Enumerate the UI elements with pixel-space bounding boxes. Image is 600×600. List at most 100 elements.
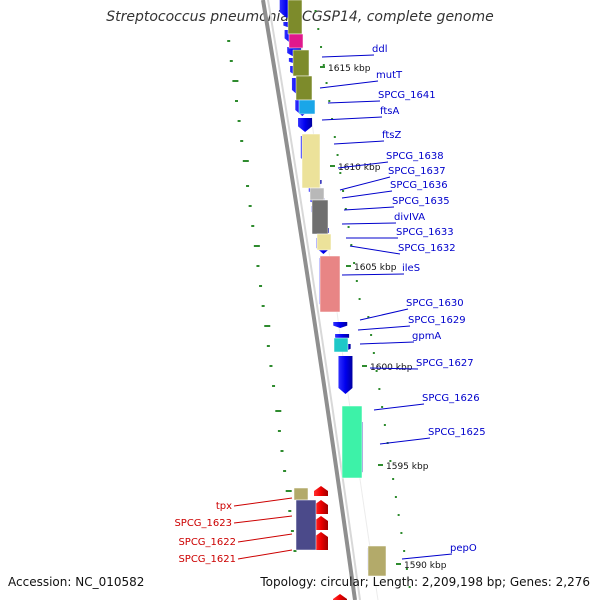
forward-gene-label: pepO — [450, 543, 477, 554]
cog-block — [333, 337, 349, 353]
backbone-tick — [389, 460, 392, 462]
reverse-gene-arrow — [314, 500, 328, 514]
forward-gene-arrow — [298, 118, 313, 132]
reverse-gene-arrow — [314, 486, 328, 496]
gc-dot — [269, 365, 273, 367]
gene-leader-line — [337, 161, 389, 169]
gc-dot — [229, 60, 233, 62]
forward-gene-label: SPCG_1625 — [428, 427, 486, 438]
gc-dot — [293, 550, 297, 552]
gene-leader-line — [359, 341, 415, 345]
cog-block — [311, 199, 329, 235]
cog-block — [316, 233, 332, 251]
reverse-gene-track — [314, 486, 347, 600]
gc-dot — [285, 490, 292, 492]
gene-leader-line — [321, 54, 375, 58]
backbone-tick — [367, 316, 370, 318]
cog-block — [301, 133, 321, 189]
forward-gene-label: SPCG_1629 — [408, 315, 466, 326]
backbone-tick — [383, 424, 386, 426]
reverse-gene-arrow — [333, 594, 347, 600]
forward-gene-label: mutT — [376, 70, 403, 81]
gc-dot — [280, 450, 284, 452]
scale-tick — [378, 464, 383, 466]
cog-block — [367, 545, 387, 577]
gene-leader-line — [341, 222, 397, 225]
gc-dot — [246, 185, 250, 187]
backbone-tick — [333, 136, 336, 138]
gc-dot — [256, 265, 260, 267]
backbone-tick — [336, 154, 339, 156]
cog-block — [292, 49, 310, 77]
backbone-tick — [375, 370, 378, 372]
gene-leader-line — [339, 176, 391, 191]
cog-block — [288, 33, 304, 49]
reverse-gene-label: tpx — [216, 501, 232, 512]
backbone-tick — [355, 280, 358, 282]
cog-block — [295, 75, 313, 101]
gc-dot — [242, 160, 249, 162]
scale-label: 1610 kbp — [338, 163, 381, 173]
cog-block — [298, 99, 316, 115]
backbone-tick — [400, 532, 403, 534]
gc-dot — [237, 120, 241, 122]
cog-category-track — [287, 0, 387, 577]
gc-dot — [288, 510, 292, 512]
gene-leader-line — [401, 553, 453, 560]
backbone-tick — [344, 208, 347, 210]
forward-gene-label: SPCG_1633 — [396, 227, 454, 238]
reverse-gene-label: SPCG_1621 — [178, 554, 236, 565]
gene-leader-line — [341, 273, 405, 276]
gc-dot — [272, 385, 276, 387]
cog-block — [295, 499, 317, 551]
gc-dot — [227, 40, 231, 42]
gc-dot — [259, 285, 263, 287]
gene-leader-line — [373, 403, 425, 411]
gene-leader-line — [233, 515, 293, 524]
gene-leader-line — [237, 533, 293, 543]
gc-dot — [248, 205, 252, 207]
topology-label: Topology: circular; Length: 2,209,198 bp… — [260, 575, 590, 589]
scale-tick — [330, 165, 335, 167]
forward-gene-label: SPCG_1635 — [392, 196, 450, 207]
backbone-tick — [358, 298, 361, 300]
gc-dot — [283, 470, 287, 472]
gene-leader-line — [357, 325, 411, 331]
scale-tick — [320, 66, 325, 68]
reverse-gene-label: SPCG_1623 — [174, 518, 232, 529]
backbone-tick — [381, 406, 384, 408]
gene-leader-line — [369, 367, 419, 370]
gene-leader-line — [333, 140, 385, 145]
gc-dot — [232, 80, 239, 82]
backbone-tick — [405, 568, 408, 570]
gc-dots-track — [227, 40, 297, 552]
backbone-tick — [314, 10, 317, 12]
gc-dot — [266, 345, 270, 347]
backbone-tick — [372, 352, 375, 354]
forward-gene-label: SPCG_1632 — [398, 243, 456, 254]
forward-gene-label: SPCG_1637 — [388, 166, 446, 177]
gc-dot — [235, 100, 238, 102]
forward-gene-label: ftsZ — [382, 130, 401, 141]
backbone-tick — [339, 172, 342, 174]
forward-gene-label: SPCG_1630 — [406, 298, 464, 309]
gc-dot — [277, 430, 281, 432]
backbone-tick — [320, 46, 323, 48]
gc-dot — [261, 305, 265, 307]
backbone-tick — [378, 388, 381, 390]
backbone-tick — [322, 64, 325, 66]
reverse-gene-label: SPCG_1622 — [178, 537, 236, 548]
backbone-tick — [347, 226, 350, 228]
forward-gene-arrow — [338, 356, 353, 394]
genome-backbone-shadow — [267, 0, 361, 600]
reverse-gene-arrow — [314, 532, 328, 550]
forward-gene-label: SPCG_1641 — [378, 90, 436, 101]
forward-gene-label: SPCG_1638 — [386, 151, 444, 162]
gc-dot — [240, 140, 244, 142]
backbone-tick — [408, 586, 411, 588]
gene-leader-line — [343, 206, 395, 211]
forward-gene-labels: ddl mutT SPCG_1641 ftsA ftsZ SPCG_1638 SPCG_16… — [319, 44, 486, 560]
backbone-tick — [392, 478, 395, 480]
cog-block — [341, 405, 363, 479]
